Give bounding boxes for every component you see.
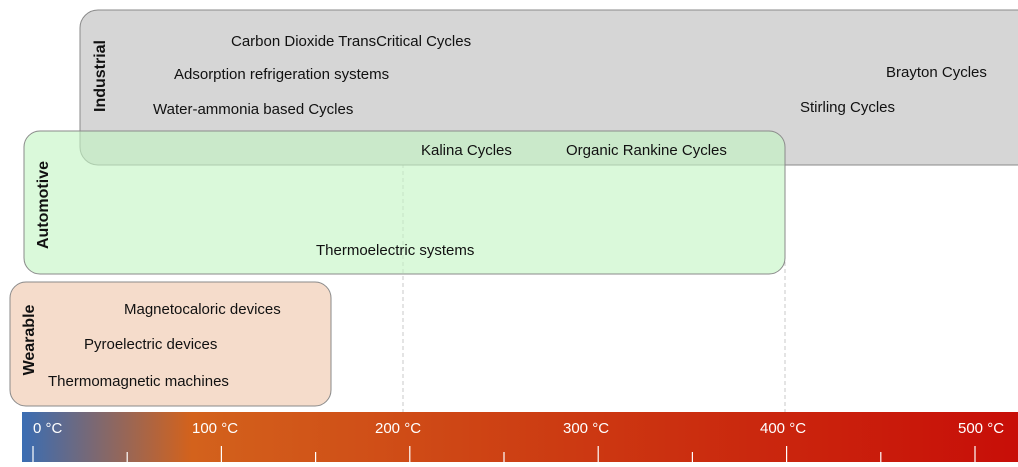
axis-label: 100 °C: [192, 420, 238, 437]
axis-label: 200 °C: [375, 420, 421, 437]
wearable-box: [9, 281, 332, 407]
item: Adsorption refrigeration systems: [174, 66, 389, 83]
group-label: Wearable: [21, 304, 38, 375]
item: Magnetocaloric devices: [124, 301, 281, 318]
axis-label: 500 °C: [958, 420, 1004, 437]
item: Organic Rankine Cycles: [566, 142, 727, 159]
temperature-bar: [22, 412, 1018, 462]
item: Water-ammonia based Cycles: [153, 101, 353, 118]
ticks: [32, 446, 976, 462]
group-label: Automotive: [35, 161, 52, 249]
axis-label: 300 °C: [563, 420, 609, 437]
item: Thermoelectric systems: [316, 242, 474, 259]
item: Stirling Cycles: [800, 99, 895, 116]
item: Pyroelectric devices: [84, 336, 217, 353]
axis-label: 0 °C: [33, 420, 63, 437]
axis-label: 400 °C: [760, 420, 806, 437]
automotive-box: [23, 130, 786, 275]
item: Kalina Cycles: [421, 142, 512, 159]
group-label: Industrial: [92, 40, 109, 112]
item: Thermomagnetic machines: [48, 373, 229, 390]
item: Brayton Cycles: [886, 64, 987, 81]
item: Carbon Dioxide TransCritical Cycles: [231, 33, 471, 50]
